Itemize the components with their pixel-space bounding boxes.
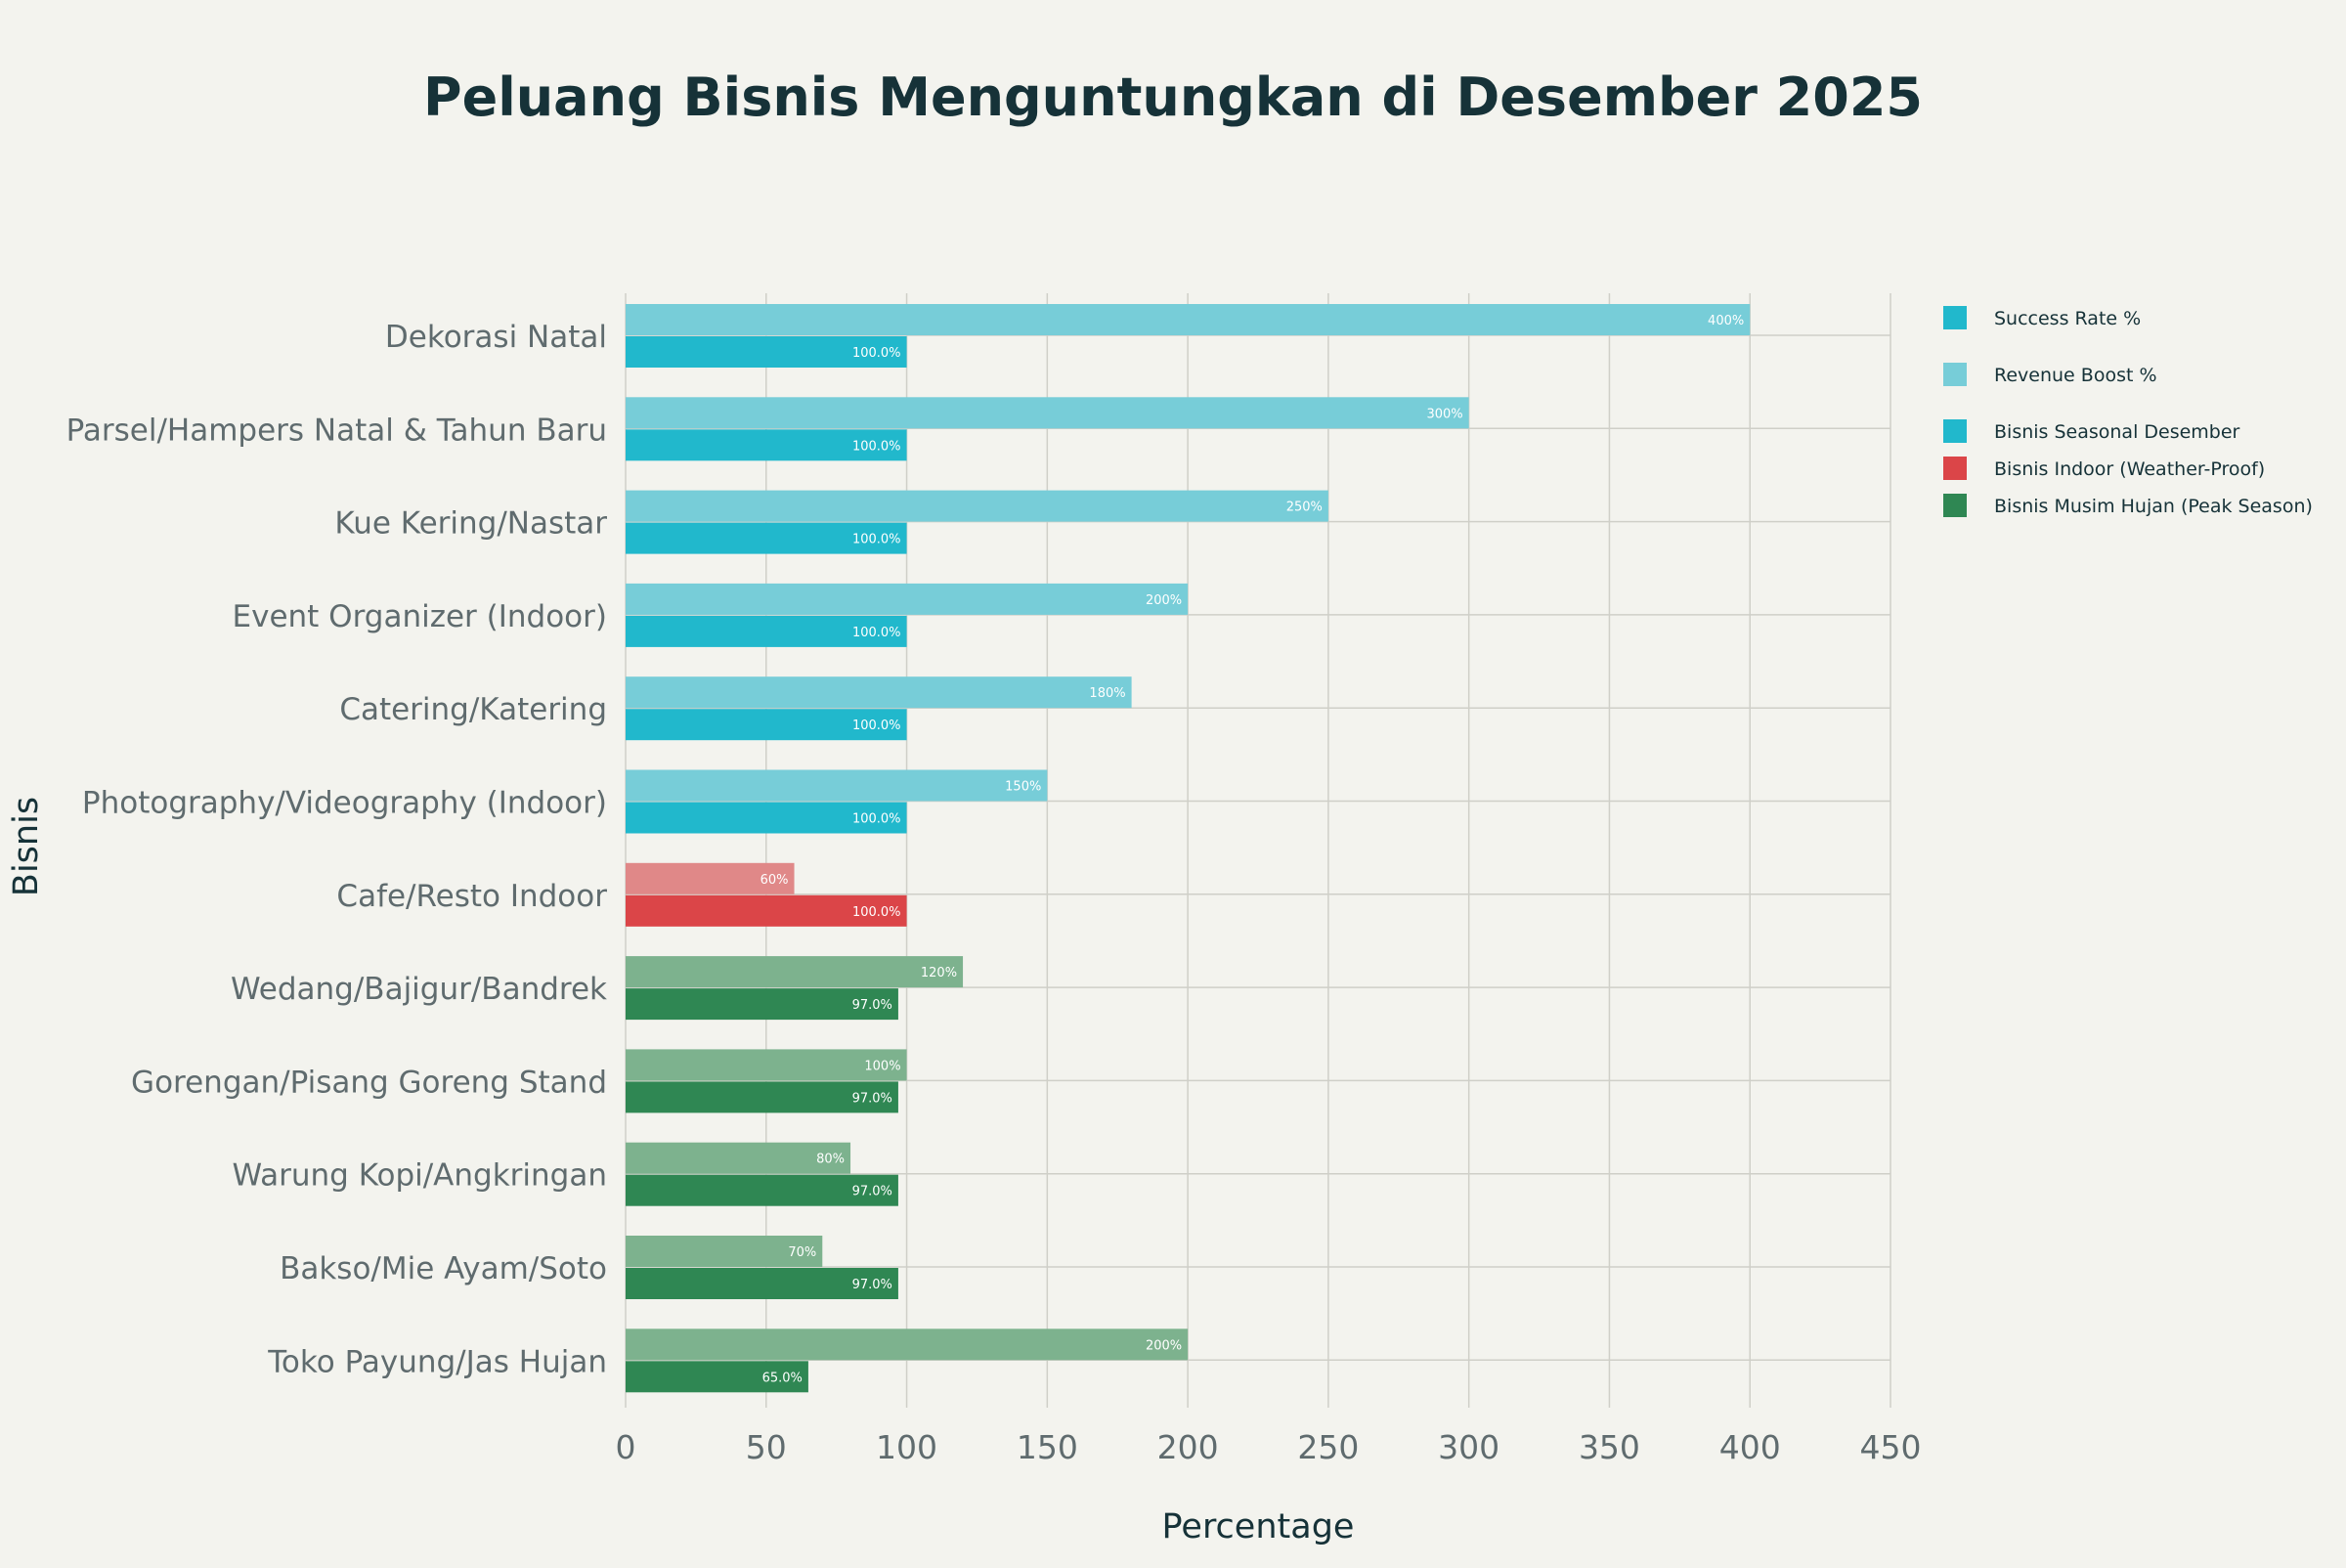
bar-revenue-boost[interactable] (626, 862, 795, 894)
data-label-success-rate: 97.0% (852, 998, 892, 1013)
bar-revenue-boost[interactable] (626, 956, 964, 988)
legend-label[interactable]: Bisnis Musim Hujan (Peak Season) (1994, 496, 2313, 517)
data-label-success-rate: 100.0% (852, 626, 901, 640)
y-tick-label: Kue Kering/Nastar (334, 506, 607, 542)
y-tick-label: Bakso/Mie Ayam/Soto (280, 1251, 607, 1286)
bar-revenue-boost[interactable] (626, 1328, 1189, 1361)
data-label-revenue-boost: 100% (864, 1059, 900, 1073)
y-tick-label: Warung Kopi/Angkringan (232, 1158, 607, 1194)
data-label-success-rate: 100.0% (852, 439, 901, 454)
x-tick-label: 450 (1860, 1428, 1922, 1466)
data-label-revenue-boost: 70% (788, 1245, 816, 1260)
y-tick-label: Cafe/Resto Indoor (336, 879, 607, 914)
bar-revenue-boost[interactable] (626, 490, 1328, 522)
legend-label[interactable]: Revenue Boost % (1994, 365, 2157, 386)
data-label-success-rate: 97.0% (852, 1278, 892, 1292)
legend-swatch[interactable] (1943, 457, 1967, 480)
y-tick-label: Event Organizer (Indoor) (233, 599, 607, 634)
bar-revenue-boost[interactable] (626, 676, 1132, 709)
x-tick-label: 250 (1297, 1428, 1359, 1466)
x-tick-label: 0 (616, 1428, 636, 1466)
data-label-revenue-boost: 180% (1089, 686, 1125, 701)
bar-success-rate[interactable] (626, 1081, 898, 1113)
bar-success-rate[interactable] (626, 1361, 808, 1393)
bar-revenue-boost[interactable] (626, 1049, 907, 1081)
y-axis-title: Bisnis (7, 797, 46, 896)
x-tick-label: 100 (876, 1428, 937, 1466)
legend-label[interactable]: Bisnis Seasonal Desember (1994, 421, 2240, 443)
bar-success-rate[interactable] (626, 615, 907, 647)
bar-success-rate[interactable] (626, 1268, 898, 1299)
data-label-success-rate: 65.0% (762, 1371, 803, 1385)
bar-revenue-boost[interactable] (626, 304, 1751, 335)
bar-revenue-boost[interactable] (626, 769, 1048, 802)
data-label-success-rate: 97.0% (852, 1091, 892, 1106)
label-layer: 400% 100.0% 300% 100.0% 250% 100.0% 200% 100.0%… (760, 314, 1745, 1385)
bar-success-rate[interactable] (626, 894, 907, 927)
data-label-revenue-boost: 60% (760, 873, 789, 888)
data-label-revenue-boost: 200% (1146, 593, 1182, 608)
y-tick-label: Toko Payung/Jas Hujan (267, 1344, 607, 1379)
data-label-revenue-boost: 80% (816, 1153, 845, 1167)
bar-revenue-boost[interactable] (626, 1142, 851, 1174)
legend-swatch[interactable] (1943, 419, 1967, 443)
data-label-success-rate: 100.0% (852, 719, 901, 733)
x-tick-label: 150 (1017, 1428, 1078, 1466)
y-tick-label: Wedang/Bajigur/Bandrek (231, 972, 607, 1007)
chart-title: Peluang Bisnis Menguntungkan di Desember… (423, 66, 1923, 128)
y-tick-label: Photography/Videography (Indoor) (82, 786, 607, 821)
data-label-revenue-boost: 150% (1005, 780, 1041, 795)
data-label-revenue-boost: 120% (921, 966, 957, 980)
bar-success-rate[interactable] (626, 429, 907, 461)
data-label-success-rate: 100.0% (852, 346, 901, 361)
bar-success-rate[interactable] (626, 988, 898, 1021)
legend-label[interactable]: Success Rate % (1994, 308, 2141, 329)
bar-success-rate[interactable] (626, 802, 907, 834)
axis-layer: 0 50 100 150 200 250 300 350 400 450 Dekorasi Nata… (66, 320, 1922, 1466)
x-tick-label: 200 (1157, 1428, 1219, 1466)
x-tick-label: 300 (1438, 1428, 1499, 1466)
x-axis-title: Percentage (1162, 1507, 1355, 1546)
x-tick-label: 350 (1579, 1428, 1640, 1466)
bar-revenue-boost[interactable] (626, 397, 1469, 429)
x-tick-label: 50 (746, 1428, 787, 1466)
bar-revenue-boost[interactable] (626, 583, 1189, 615)
data-label-success-rate: 97.0% (852, 1185, 892, 1199)
data-label-revenue-boost: 300% (1426, 407, 1462, 421)
bar-success-rate[interactable] (626, 1174, 898, 1206)
legend[interactable]: Success Rate % Revenue Boost % Bisnis Seas… (1943, 306, 2313, 517)
data-label-revenue-boost: 200% (1146, 1338, 1182, 1353)
legend-swatch[interactable] (1943, 363, 1967, 386)
bar-revenue-boost[interactable] (626, 1236, 823, 1267)
legend-swatch[interactable] (1943, 306, 1967, 329)
data-label-success-rate: 100.0% (852, 812, 901, 827)
x-tick-label: 400 (1719, 1428, 1781, 1466)
y-tick-label: Gorengan/Pisang Goreng Stand (131, 1065, 607, 1100)
data-label-revenue-boost: 400% (1708, 314, 1744, 328)
data-label-revenue-boost: 250% (1286, 501, 1323, 515)
bar-success-rate[interactable] (626, 522, 907, 554)
y-tick-label: Catering/Katering (339, 692, 607, 727)
data-label-success-rate: 100.0% (852, 533, 901, 547)
y-tick-label: Parsel/Hampers Natal & Tahun Baru (66, 413, 607, 448)
legend-label[interactable]: Bisnis Indoor (Weather-Proof) (1994, 458, 2265, 480)
y-tick-label: Dekorasi Natal (385, 320, 607, 355)
bar-success-rate[interactable] (626, 336, 907, 368)
bar-success-rate[interactable] (626, 709, 907, 741)
legend-swatch[interactable] (1943, 494, 1967, 517)
bar-layer (626, 304, 1751, 1393)
data-label-success-rate: 100.0% (852, 905, 901, 920)
